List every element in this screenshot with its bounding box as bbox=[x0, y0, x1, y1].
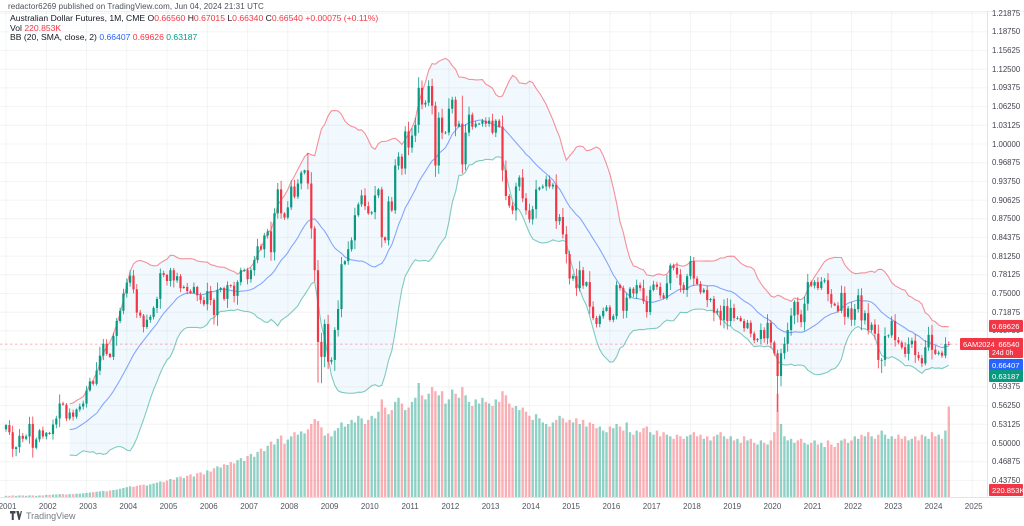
tradingview-logo-link[interactable]: TradingView bbox=[10, 511, 76, 521]
year-tick: 2007 bbox=[240, 502, 258, 511]
price-tick: 1.09375 bbox=[992, 83, 1021, 93]
price-tick: 0.43750 bbox=[992, 475, 1021, 485]
price-tick: 0.90625 bbox=[992, 195, 1021, 205]
year-tick: 2018 bbox=[682, 502, 701, 511]
year-tick: 2022 bbox=[844, 502, 862, 511]
year-tick: 2023 bbox=[884, 502, 903, 511]
price-tick: 0.96875 bbox=[992, 158, 1021, 168]
time-scale[interactable]: 2001 2002 2003 2004 2005 2006 2007 2008 2009 2010… bbox=[0, 498, 988, 514]
year-tick: 2025 bbox=[964, 502, 983, 511]
price-tick: 0.59375 bbox=[992, 382, 1021, 392]
price-tick: 0.46875 bbox=[992, 457, 1021, 467]
price-tick: 1.18750 bbox=[992, 27, 1021, 37]
price-tick: 0.75000 bbox=[992, 289, 1021, 298]
year-tick: 2017 bbox=[642, 502, 661, 511]
year-tick: 2013 bbox=[481, 502, 500, 511]
pane-top-border bbox=[0, 11, 1024, 12]
year-tick: 2014 bbox=[521, 502, 540, 511]
year-tick: 2012 bbox=[441, 502, 460, 511]
ohlc-o: O0.66560 bbox=[147, 13, 186, 23]
price-tick: 1.12500 bbox=[992, 64, 1021, 74]
bb-basis-badge: 0.66407 bbox=[989, 359, 1023, 371]
contract-label-badge: 6AM2024 bbox=[960, 338, 998, 350]
bb-basis-line[interactable] bbox=[69, 119, 949, 431]
bb-lower-value: 0.63187 bbox=[166, 32, 198, 43]
tradingview-logo-text: TradingView bbox=[26, 511, 76, 521]
year-tick: 2005 bbox=[159, 502, 178, 511]
price-chart[interactable] bbox=[0, 11, 988, 498]
grid-layer bbox=[0, 11, 988, 498]
bb-upper-badge: 0.69626 bbox=[989, 320, 1023, 332]
year-tick: 2019 bbox=[723, 502, 742, 511]
price-tick: 1.00000 bbox=[992, 139, 1021, 149]
year-tick: 2010 bbox=[360, 502, 379, 511]
price-tick: 0.53125 bbox=[992, 419, 1021, 429]
year-tick: 2001 bbox=[0, 502, 17, 511]
bb-lower-badge: 0.63187 bbox=[989, 370, 1023, 382]
price-tick: 0.93750 bbox=[992, 176, 1021, 186]
year-tick: 2003 bbox=[79, 502, 97, 511]
price-tick: 1.21875 bbox=[992, 8, 1021, 18]
symbol-title: Australian Dollar Futures, 1M, CME bbox=[10, 13, 146, 23]
bb-lower-line[interactable] bbox=[69, 156, 950, 457]
volume-histogram bbox=[4, 383, 950, 498]
change-value: +0.00075 (+0.11%) bbox=[305, 13, 379, 23]
price-tick: 0.84375 bbox=[992, 232, 1021, 242]
bb-upper-value: 0.69626 bbox=[132, 32, 164, 43]
year-tick: 2020 bbox=[763, 502, 782, 511]
year-tick: 2004 bbox=[119, 502, 138, 511]
volume-value: 220.853K bbox=[24, 22, 62, 33]
price-axis-separator bbox=[987, 11, 988, 497]
price-tick: 0.78125 bbox=[992, 270, 1021, 280]
price-tick: 0.87500 bbox=[992, 214, 1021, 224]
price-tick: 1.03125 bbox=[992, 120, 1021, 130]
chart-legend: Australian Dollar Futures, 1M, CME O0.66… bbox=[10, 13, 379, 43]
published-attribution: redactor6269 published on TradingView.co… bbox=[8, 2, 264, 11]
price-tick: 0.56250 bbox=[992, 401, 1021, 411]
price-tick: 0.71875 bbox=[992, 307, 1021, 317]
legend-bb-row[interactable]: BB (20, SMA, close, 2) 0.66407 0.69626 0… bbox=[10, 32, 378, 43]
year-tick: 2021 bbox=[803, 502, 822, 511]
price-tick: 1.06250 bbox=[992, 102, 1021, 112]
bb-fill bbox=[69, 58, 949, 456]
year-tick: 2016 bbox=[602, 502, 621, 511]
bb-indicator-label: BB (20, SMA, close, 2) bbox=[10, 32, 97, 43]
price-tick: 0.81250 bbox=[992, 251, 1021, 261]
price-tick: 1.15625 bbox=[992, 46, 1021, 56]
year-tick: 2011 bbox=[401, 502, 419, 511]
tradingview-logo-icon bbox=[10, 511, 22, 520]
legend-symbol-row[interactable]: Australian Dollar Futures, 1M, CME O0.66… bbox=[10, 13, 379, 24]
ohlc-l: L0.66340 bbox=[227, 13, 264, 23]
volume-badge: 220.853K bbox=[989, 484, 1024, 496]
year-tick: 2024 bbox=[924, 502, 943, 511]
candles-layer bbox=[4, 77, 950, 458]
year-tick: 2015 bbox=[562, 502, 580, 511]
year-tick: 2006 bbox=[199, 502, 218, 511]
time-axis-separator bbox=[0, 497, 1024, 498]
year-tick: 2008 bbox=[280, 502, 299, 511]
legend-volume-row[interactable]: Vol 220.853K bbox=[10, 22, 378, 34]
year-tick: 2009 bbox=[320, 502, 339, 511]
volume-label: Vol bbox=[10, 22, 22, 33]
ohlc-values: O0.66560 H0.67015 L0.66340 C0.66540 bbox=[148, 13, 306, 23]
price-tick: 0.50000 bbox=[992, 438, 1021, 448]
bb-upper-line[interactable] bbox=[69, 57, 949, 405]
bb-basis-value: 0.66407 bbox=[99, 32, 131, 43]
year-tick: 2002 bbox=[38, 502, 57, 511]
price-scale[interactable]: 1.21875 1.18750 1.15625 1.12500 1.09375 1.062… bbox=[988, 0, 1024, 526]
ohlc-c: C0.66540 bbox=[265, 13, 303, 23]
bar-countdown-badge: 24d 0h bbox=[989, 349, 1023, 358]
ohlc-h: H0.67015 bbox=[187, 13, 225, 23]
